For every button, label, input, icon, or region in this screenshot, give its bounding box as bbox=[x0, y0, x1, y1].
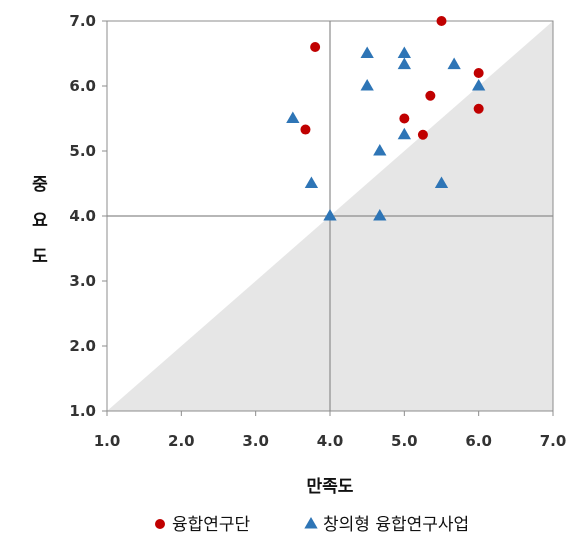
x-tick-label: 6.0 bbox=[465, 432, 492, 450]
y-tick-label: 6.0 bbox=[69, 77, 96, 95]
data-point-triangle bbox=[373, 209, 387, 221]
data-point-triangle bbox=[397, 46, 411, 59]
data-point-circle bbox=[300, 124, 311, 135]
data-point-circle bbox=[417, 129, 428, 140]
data-point-triangle bbox=[397, 127, 411, 140]
y-tick-label: 7.0 bbox=[69, 12, 96, 30]
y-tick-label: 5.0 bbox=[69, 142, 96, 160]
y-tick-label: 1.0 bbox=[69, 402, 96, 420]
y-tick-label: 3.0 bbox=[69, 272, 96, 290]
data-point-circle bbox=[425, 90, 436, 101]
data-point-circle bbox=[473, 68, 484, 78]
x-tick-label: 3.0 bbox=[242, 432, 269, 450]
x-tick-label: 7.0 bbox=[540, 432, 567, 450]
data-point-triangle bbox=[447, 57, 461, 70]
data-point-triangle bbox=[472, 79, 486, 91]
data-point-triangle bbox=[286, 111, 300, 124]
data-point-circle bbox=[473, 103, 484, 114]
y-tick-label: 2.0 bbox=[69, 337, 96, 355]
x-tick-label: 2.0 bbox=[168, 432, 195, 450]
y-tick-label: 4.0 bbox=[69, 207, 96, 225]
legend-label: 융합연구단 bbox=[172, 515, 251, 535]
legend: 융합연구단 창의형 융합연구사업 bbox=[155, 515, 469, 535]
y-axis-title-char: 중 bbox=[32, 175, 48, 195]
x-axis-title: 만족도 bbox=[307, 477, 354, 497]
legend-marker-circle bbox=[155, 519, 165, 529]
data-point-triangle bbox=[304, 176, 319, 189]
y-axis-title-char: 도 bbox=[32, 247, 48, 267]
data-point-circle bbox=[436, 16, 447, 26]
data-points bbox=[286, 16, 486, 221]
data-point-triangle bbox=[373, 144, 387, 156]
data-point-triangle bbox=[397, 57, 411, 70]
labels: 1.0 2.0 3.0 4.0 5.0 6.0 7.0 1.0 2.0 3.0 4.0 5.0 6.0 7… bbox=[32, 12, 566, 497]
data-point-circle bbox=[399, 113, 410, 124]
data-point-triangle bbox=[360, 79, 374, 91]
x-tick-label: 1.0 bbox=[94, 432, 121, 450]
data-point-triangle bbox=[323, 209, 337, 221]
data-point-triangle bbox=[434, 176, 449, 189]
data-point-circle bbox=[310, 42, 321, 52]
data-point-triangle bbox=[360, 46, 374, 59]
legend-marker-triangle bbox=[304, 517, 318, 529]
legend-label: 창의형 융합연구사업 bbox=[323, 515, 469, 535]
x-tick-label: 4.0 bbox=[317, 432, 344, 450]
y-axis-title-char: 요 bbox=[32, 211, 48, 231]
x-tick-label: 5.0 bbox=[391, 432, 418, 450]
